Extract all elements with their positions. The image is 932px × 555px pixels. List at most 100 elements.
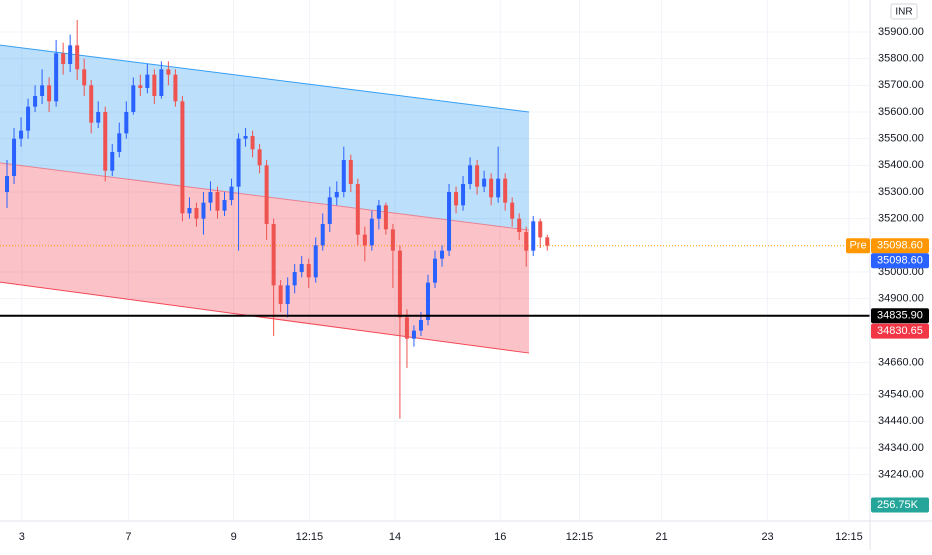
candle-body — [145, 74, 150, 88]
candle-body — [5, 176, 10, 192]
premarket-label-bg — [871, 238, 929, 254]
candle-body — [369, 218, 374, 246]
x-tick-label: 7 — [125, 531, 131, 543]
premarket-tag-bg — [846, 238, 870, 254]
candle-body — [68, 45, 73, 64]
y-tick-label: 34900.00 — [878, 293, 924, 305]
x-tick-label: 23 — [761, 531, 773, 543]
y-tick-label: 34660.00 — [878, 357, 924, 369]
y-tick-label: 34540.00 — [878, 389, 924, 401]
premarket-label: 35098.60 — [877, 240, 923, 252]
candle-body — [12, 138, 17, 176]
x-tick-label: 16 — [494, 531, 506, 543]
candle-body — [96, 112, 101, 123]
y-tick-label: 35800.00 — [878, 53, 924, 65]
y-tick-label: 35500.00 — [878, 133, 924, 145]
y-tick-label: 35900.00 — [878, 26, 924, 38]
candle-body — [229, 186, 234, 200]
candle-body — [152, 74, 157, 96]
candle-body — [89, 85, 94, 123]
candle-body — [173, 74, 178, 102]
candle-body — [461, 184, 466, 206]
candle-body — [75, 45, 80, 70]
candle-body — [215, 192, 220, 211]
candle-body — [236, 138, 241, 187]
candle-body — [489, 178, 494, 198]
last-price-label-bg — [871, 253, 929, 269]
volume-label: 256.75K — [877, 499, 919, 511]
candle-body — [538, 221, 543, 238]
candle-body — [306, 264, 311, 278]
alert-price-label-bg — [871, 323, 929, 339]
candle-body — [334, 192, 339, 198]
channel-lower-band — [0, 162, 530, 354]
x-tick-label: 12:15 — [835, 531, 863, 543]
candle-body — [425, 282, 430, 320]
candle-body — [271, 224, 276, 286]
y-tick-label: 35200.00 — [878, 213, 924, 225]
candle-body — [257, 149, 262, 166]
candle-body — [341, 160, 346, 192]
candle-body — [138, 85, 143, 88]
x-tick-label: 21 — [655, 531, 667, 543]
candle-body — [496, 178, 501, 198]
candle-body — [411, 330, 416, 339]
alert-price-label: 34830.65 — [877, 325, 923, 337]
candle-body — [54, 53, 59, 102]
channel-middle-line — [0, 162, 530, 231]
y-tick-label: 35000.00 — [878, 266, 924, 278]
candle-body — [313, 245, 318, 278]
candle-body — [383, 205, 388, 230]
candle-body — [292, 272, 297, 286]
candle-body — [285, 285, 290, 304]
candle-body — [545, 237, 550, 246]
candle-body — [166, 69, 171, 75]
candle-body — [418, 320, 423, 331]
currency: INR — [895, 7, 912, 18]
candle-body — [47, 85, 52, 102]
candle-body — [131, 85, 136, 112]
candle-body — [208, 192, 213, 203]
candle-body — [40, 85, 45, 96]
premarket-tag: Pre — [849, 240, 866, 252]
candle-body — [531, 221, 536, 251]
candle-body — [433, 258, 437, 283]
candle-body — [299, 264, 304, 272]
candle-body — [468, 165, 473, 184]
candle-body — [26, 106, 31, 131]
candle-body — [124, 112, 129, 134]
candle-body — [61, 53, 66, 64]
candle-body — [201, 202, 206, 219]
candle-body — [348, 160, 353, 184]
candle-body — [475, 165, 480, 187]
x-tick-label: 9 — [231, 531, 237, 543]
candle-body — [117, 133, 122, 152]
candle-body — [404, 317, 409, 339]
y-tick-label: 34340.00 — [878, 442, 924, 454]
currency-badge[interactable] — [890, 3, 918, 20]
y-tick-label: 34440.00 — [878, 415, 924, 427]
candle-body — [482, 178, 487, 187]
channel-lower-line — [0, 281, 530, 354]
x-tick-label: 12:15 — [566, 531, 594, 543]
x-tick-label: 3 — [19, 531, 25, 543]
candle-body — [397, 250, 402, 318]
x-tick-label: 12:15 — [296, 531, 324, 543]
candle-body — [278, 285, 283, 304]
candle-body — [243, 136, 248, 139]
candle-body — [454, 192, 459, 206]
candle-body — [194, 208, 199, 219]
candle-body — [327, 197, 332, 224]
candle-body — [159, 69, 164, 96]
candle-body — [250, 136, 255, 150]
y-tick-label: 35600.00 — [878, 106, 924, 118]
candle-body — [355, 184, 360, 235]
candle-body — [362, 234, 367, 246]
candle-body — [222, 200, 227, 211]
candle-body — [180, 101, 185, 214]
candle-body — [110, 152, 115, 171]
y-tick-label: 35700.00 — [878, 79, 924, 91]
y-tick-label: 34240.00 — [878, 469, 924, 481]
candle-body — [187, 208, 192, 214]
